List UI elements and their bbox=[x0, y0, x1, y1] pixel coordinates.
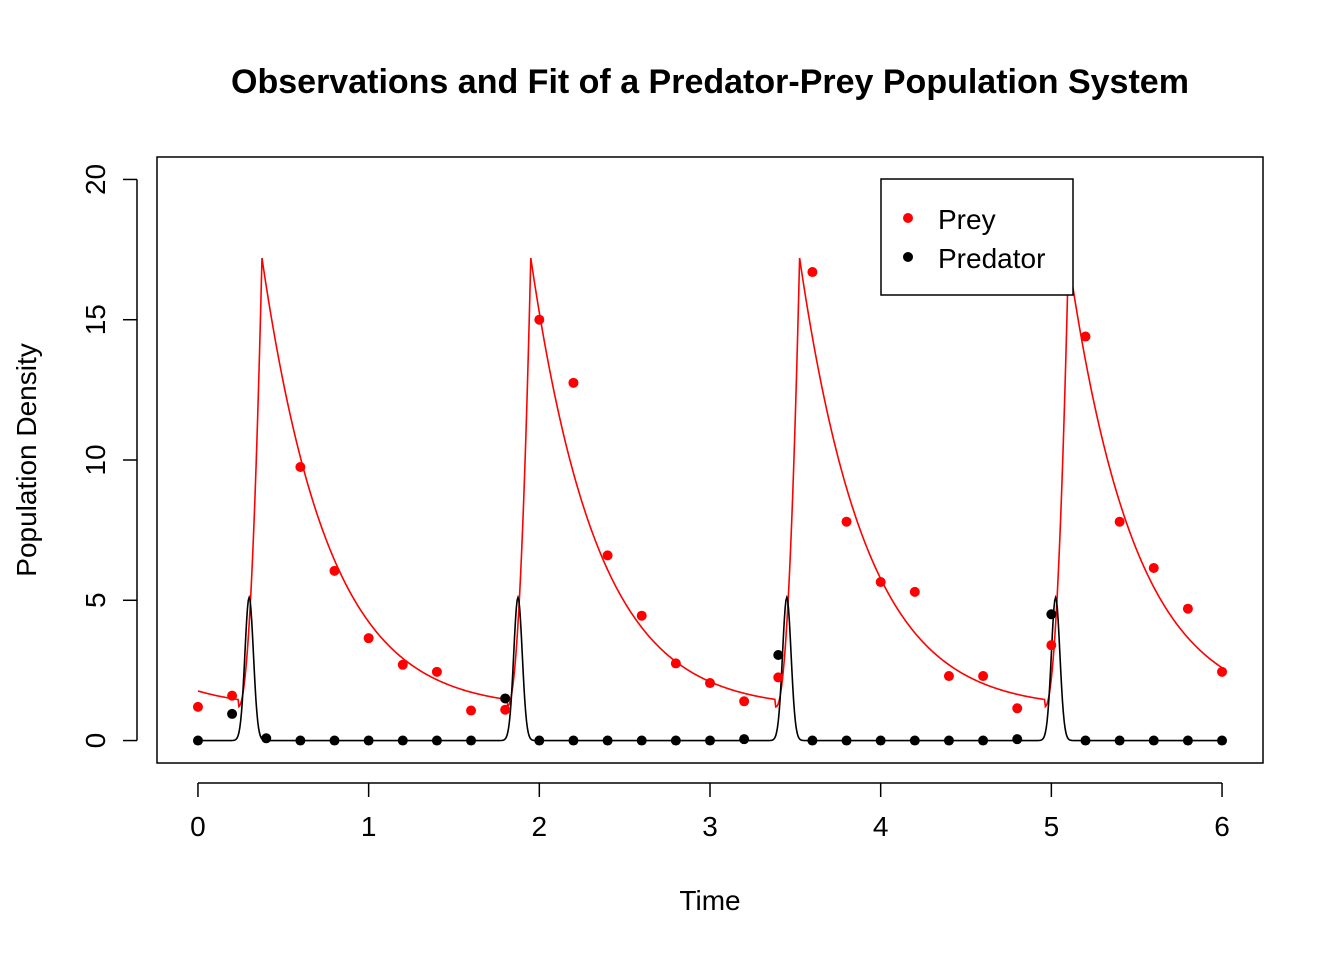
x-tick-label: 2 bbox=[532, 811, 548, 842]
prey-point bbox=[500, 704, 511, 715]
legend-marker-prey bbox=[903, 213, 913, 223]
prey-point bbox=[295, 462, 306, 473]
predator-point bbox=[636, 735, 647, 746]
prey-point bbox=[773, 672, 784, 683]
predator-point bbox=[1080, 735, 1091, 746]
predator-point bbox=[192, 735, 203, 746]
y-tick-label: 15 bbox=[80, 304, 111, 335]
predator-point bbox=[1012, 734, 1023, 745]
y-tick-label: 20 bbox=[80, 164, 111, 195]
prey-point bbox=[636, 610, 647, 621]
legend-label-predator: Predator bbox=[938, 243, 1045, 274]
prey-point bbox=[670, 658, 681, 669]
x-tick-label: 3 bbox=[702, 811, 718, 842]
predator-point bbox=[739, 734, 750, 745]
prey-point bbox=[431, 666, 442, 677]
y-tick-label: 0 bbox=[80, 733, 111, 749]
prey-point bbox=[192, 701, 203, 712]
legend: Prey Predator bbox=[880, 178, 1074, 296]
predator-point bbox=[1182, 735, 1193, 746]
x-tick-label: 0 bbox=[190, 811, 206, 842]
predator-point bbox=[227, 708, 238, 719]
predator-point bbox=[602, 735, 613, 746]
predator-point bbox=[705, 735, 715, 746]
prey-point bbox=[466, 705, 477, 716]
predator-point bbox=[1217, 735, 1228, 746]
y-axis-label: Population Density bbox=[11, 343, 42, 576]
plot-area bbox=[156, 156, 1264, 764]
axes: 0 1 2 3 4 5 6 0 5 10 15 20 bbox=[80, 164, 1230, 842]
predator-point bbox=[534, 735, 545, 746]
prey-point bbox=[534, 314, 545, 325]
prey-point bbox=[329, 565, 340, 576]
predator-point bbox=[261, 733, 272, 744]
predator-point bbox=[670, 735, 681, 746]
prey-point bbox=[602, 550, 613, 561]
legend-label-prey: Prey bbox=[938, 204, 996, 235]
prey-point bbox=[227, 690, 238, 701]
predator-point bbox=[363, 735, 374, 746]
prey-point bbox=[739, 696, 750, 707]
predator-point bbox=[875, 735, 886, 746]
legend-box bbox=[880, 178, 1074, 296]
prey-point bbox=[363, 633, 374, 644]
predator-point bbox=[466, 735, 477, 746]
prey-point bbox=[1148, 563, 1159, 574]
prey-point bbox=[978, 671, 989, 682]
predator-point bbox=[773, 649, 784, 660]
prey-point bbox=[807, 267, 818, 278]
fit-curves bbox=[197, 257, 1223, 742]
prey-point bbox=[943, 671, 954, 682]
predator-point bbox=[807, 735, 818, 746]
predator-point bbox=[500, 693, 511, 704]
prey-point bbox=[841, 516, 852, 527]
x-tick-label: 4 bbox=[873, 811, 889, 842]
predator-point bbox=[943, 735, 954, 746]
prey-point bbox=[1012, 703, 1023, 714]
x-axis-label: Time bbox=[679, 885, 740, 916]
prey-point bbox=[909, 586, 920, 597]
x-tick-label: 6 bbox=[1214, 811, 1230, 842]
chart-title: Observations and Fit of a Predator-Prey … bbox=[231, 63, 1189, 101]
x-tick-label: 1 bbox=[361, 811, 377, 842]
predator-point bbox=[909, 735, 920, 746]
prey-point bbox=[1080, 331, 1091, 342]
predator-point bbox=[329, 735, 340, 746]
prey-point bbox=[875, 577, 886, 588]
prey-point bbox=[1217, 666, 1228, 677]
predator-point bbox=[431, 735, 442, 746]
prey-point bbox=[397, 659, 408, 670]
observation-points bbox=[192, 267, 1228, 746]
predator-point bbox=[1114, 735, 1125, 746]
predator-point bbox=[978, 735, 989, 746]
predator-point bbox=[397, 735, 408, 746]
y-tick-label: 5 bbox=[80, 592, 111, 608]
prey-point bbox=[568, 377, 579, 388]
y-tick-label: 10 bbox=[80, 444, 111, 475]
predator-point bbox=[568, 735, 579, 746]
prey-point bbox=[705, 678, 715, 689]
predator-fit-line bbox=[197, 594, 1223, 742]
x-tick-label: 5 bbox=[1044, 811, 1060, 842]
predator-point bbox=[295, 735, 306, 746]
predator-point bbox=[841, 735, 852, 746]
legend-marker-predator bbox=[903, 252, 913, 262]
prey-point bbox=[1182, 603, 1193, 614]
predator-point bbox=[1148, 735, 1159, 746]
prey-fit-line bbox=[197, 257, 1223, 709]
predator-point bbox=[1046, 609, 1057, 620]
prey-point bbox=[1046, 640, 1057, 651]
prey-point bbox=[1114, 516, 1125, 527]
